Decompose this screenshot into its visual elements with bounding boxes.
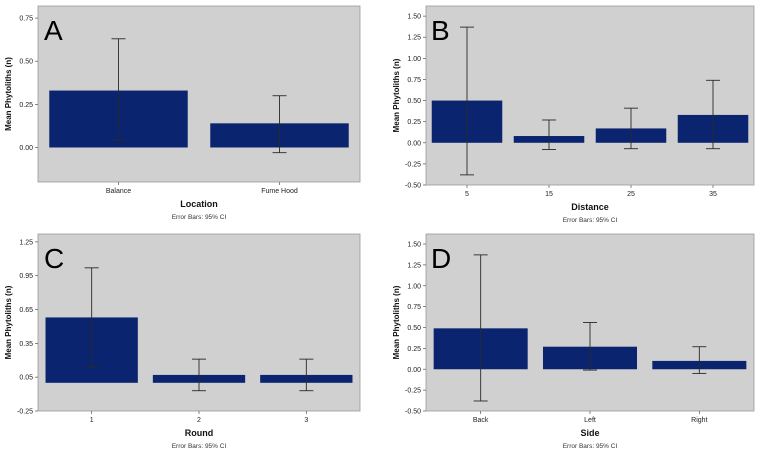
x-tick-label: 35: [709, 191, 717, 198]
y-axis-label: Mean Phytoliths (n): [4, 57, 13, 131]
chart-svg: -0.50 -0.25 0.00 0.25 0.50 0.75 1.00 1.25 1.50 Ba…: [392, 233, 755, 450]
y-tick-label: 1.00: [407, 283, 421, 290]
x-tick-label: 15: [545, 191, 553, 198]
chart-panel-d: -0.50 -0.25 0.00 0.25 0.50 0.75 1.00 1.25 1.50 Ba…: [384, 228, 766, 456]
y-tick-label: 1.00: [407, 56, 421, 63]
y-tick-label: 1.25: [407, 35, 421, 42]
y-tick-label: 0.95: [19, 273, 33, 280]
y-tick-label: 0.50: [407, 325, 421, 332]
chart-svg: 0.00 0.25 0.50 0.75 Balance Fume Hood Mean Phy…: [4, 5, 361, 221]
y-axis-label: Mean Phytoliths (n): [392, 285, 401, 359]
y-tick-label: -0.25: [405, 161, 421, 168]
x-tick-label: 2: [197, 417, 201, 424]
x-tick-label: 25: [627, 191, 635, 198]
y-tick-label: -0.25: [17, 409, 33, 416]
chart-panel-b: -0.50 -0.25 0.00 0.25 0.50 0.75 1.00 1.25 1.50 5 1…: [384, 0, 766, 225]
x-tick-label: Left: [584, 417, 596, 424]
chart-panel-c: -0.25 0.05 0.35 0.65 0.95 1.25 1 2 3 Mean Phytoli…: [0, 228, 375, 456]
y-tick-label: -0.50: [405, 183, 421, 190]
y-tick-label: 0.35: [19, 341, 33, 348]
y-axis-label: Mean Phytoliths (n): [4, 285, 13, 359]
y-tick-label: 0.50: [19, 59, 33, 66]
panel-letter: D: [431, 243, 451, 274]
x-tick-label: 5: [465, 191, 469, 198]
y-tick-label: -0.50: [405, 409, 421, 416]
x-tick-label: Right: [691, 417, 707, 424]
panel-letter: A: [44, 15, 63, 46]
y-tick-label: 0.00: [407, 140, 421, 147]
x-axis-label: Side: [580, 428, 599, 438]
x-tick-label: Fume Hood: [261, 188, 298, 195]
x-axis-label: Round: [185, 428, 214, 438]
y-axis-label: Mean Phytoliths (n): [392, 58, 401, 132]
y-tick-label: 1.25: [407, 262, 421, 269]
chart-svg: -0.50 -0.25 0.00 0.25 0.50 0.75 1.00 1.25 1.50 5 1…: [392, 5, 755, 224]
y-tick-label: 1.25: [19, 239, 33, 246]
x-axis-label: Location: [180, 199, 218, 209]
error-bars-note: Error Bars: 95% CI: [563, 217, 618, 224]
y-tick-label: 1.50: [407, 14, 421, 21]
x-axis-label: Distance: [571, 202, 609, 212]
y-tick-label: 0.50: [407, 98, 421, 105]
x-tick-label: Back: [473, 417, 489, 424]
y-tick-label: 0.75: [407, 77, 421, 84]
y-tick-label: 0.25: [407, 346, 421, 353]
error-bars-note: Error Bars: 95% CI: [172, 443, 227, 450]
y-tick-label: 0.25: [19, 102, 33, 109]
x-tick-label: 1: [90, 417, 94, 424]
error-bars-note: Error Bars: 95% CI: [563, 443, 618, 450]
y-tick-label: 0.00: [407, 367, 421, 374]
y-tick-label: 0.05: [19, 375, 33, 382]
y-tick-label: 0.00: [19, 145, 33, 152]
y-tick-label: 0.25: [407, 119, 421, 126]
chart-panel-a: 0.00 0.25 0.50 0.75 Balance Fume Hood Mean Phy…: [0, 0, 375, 225]
y-tick-label: 0.65: [19, 307, 33, 314]
chart-svg: -0.25 0.05 0.35 0.65 0.95 1.25 1 2 3 Mean Phytoli…: [4, 233, 361, 450]
x-tick-label: 3: [304, 417, 308, 424]
y-tick-label: 0.75: [407, 304, 421, 311]
x-tick-label: Balance: [106, 188, 131, 195]
y-tick-label: 0.75: [19, 16, 33, 23]
panel-letter: C: [44, 243, 64, 274]
y-tick-label: -0.25: [405, 388, 421, 395]
plot-area: [425, 5, 755, 186]
panel-letter: B: [431, 15, 450, 46]
error-bars-note: Error Bars: 95% CI: [172, 214, 227, 221]
y-tick-label: 1.50: [407, 242, 421, 249]
